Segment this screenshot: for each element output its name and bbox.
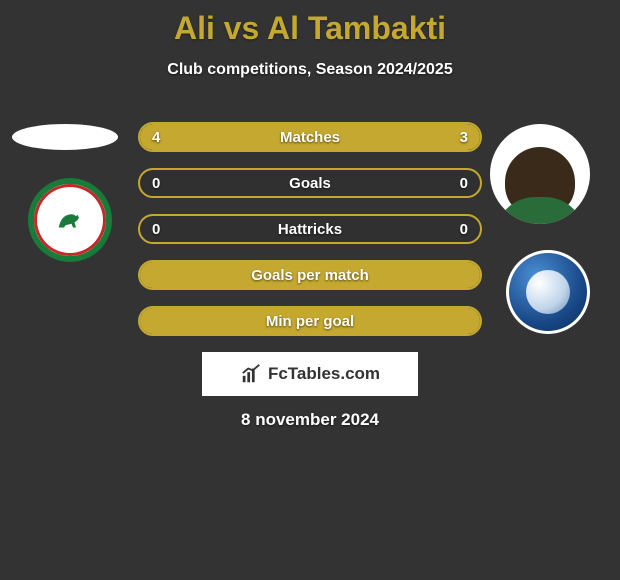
horse-icon [55,208,85,232]
subtitle: Club competitions, Season 2024/2025 [0,61,620,79]
chart-icon [240,363,262,385]
stat-label: Goals per match [251,267,369,284]
stats-container: 4 Matches 3 0 Goals 0 0 Hattricks 0 Goal… [138,122,482,352]
stat-fill-right [334,124,480,150]
club-left-logo [28,178,112,262]
stat-left-value: 0 [152,221,160,238]
stat-row-goals: 0 Goals 0 [138,168,482,198]
stat-left-value: 4 [152,129,160,146]
stat-row-min-per-goal: Min per goal [138,306,482,336]
player-right-photo [490,124,590,224]
date-text: 8 november 2024 [0,410,620,430]
stat-left-value: 0 [152,175,160,192]
stat-row-matches: 4 Matches 3 [138,122,482,152]
stat-label: Goals [289,175,331,192]
avatar-icon [505,147,575,217]
ball-icon [526,270,570,314]
brand-box[interactable]: FcTables.com [202,352,418,396]
player-left-photo [12,124,118,150]
stat-right-value: 0 [460,221,468,238]
stat-label: Matches [280,129,340,146]
stat-label: Hattricks [278,221,342,238]
stat-row-hattricks: 0 Hattricks 0 [138,214,482,244]
club-right-logo [506,250,590,334]
stat-right-value: 3 [460,129,468,146]
stat-label: Min per goal [266,313,354,330]
page-title: Ali vs Al Tambakti [0,0,620,47]
brand-text: FcTables.com [268,364,380,384]
stat-right-value: 0 [460,175,468,192]
stat-row-goals-per-match: Goals per match [138,260,482,290]
